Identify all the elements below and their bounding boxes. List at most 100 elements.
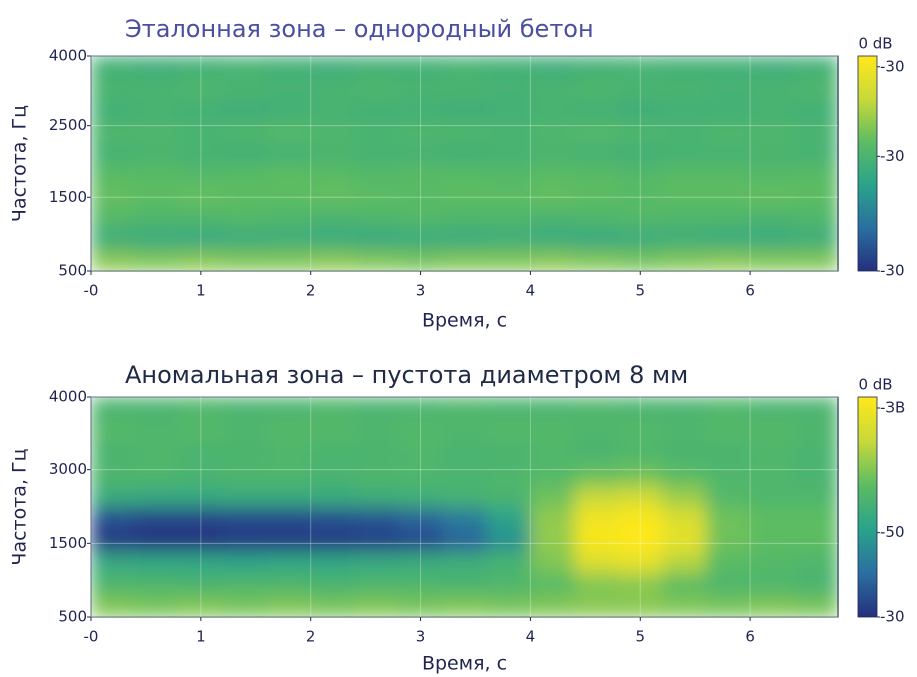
heatmap-cell: [706, 463, 751, 486]
heatmap-cell: [486, 78, 531, 100]
heatmap-cell: [443, 507, 488, 530]
heatmap-cell: [267, 56, 312, 78]
x-tick-label: 1: [196, 628, 206, 646]
heatmap-cell: [530, 121, 575, 143]
heatmap-cell: [574, 463, 619, 486]
heatmap-cell: [91, 529, 136, 552]
heatmap-cell: [223, 573, 268, 596]
heatmap-cell: [355, 463, 400, 486]
heatmap-cell: [486, 228, 531, 250]
heatmap-cell: [135, 56, 180, 78]
heatmap-cell: [223, 485, 268, 508]
colorbar: [858, 397, 877, 617]
heatmap-cell: [267, 207, 312, 229]
heatmap-cell: [311, 441, 356, 464]
heatmap-cell: [706, 164, 751, 186]
heatmap-cell: [135, 485, 180, 508]
x-tick-label: 2: [306, 282, 316, 300]
heatmap-cell: [135, 507, 180, 530]
heatmap-cell: [750, 164, 795, 186]
heatmap-cell: [530, 485, 575, 508]
heatmap-cell: [794, 78, 839, 100]
heatmap-cell: [311, 397, 356, 420]
heatmap-cell: [135, 185, 180, 207]
heatmap-cell: [662, 419, 707, 442]
heatmap-cell: [91, 99, 136, 121]
heatmap-cell: [223, 507, 268, 530]
heatmap-cell: [267, 78, 312, 100]
heatmap-cell: [662, 250, 707, 272]
heatmap-cell: [574, 551, 619, 574]
heatmap-cell: [574, 164, 619, 186]
heatmap-cell: [135, 164, 180, 186]
heatmap-cell: [355, 99, 400, 121]
heatmap-cell: [530, 551, 575, 574]
heatmap-cell: [223, 99, 268, 121]
heatmap-cell: [267, 595, 312, 618]
y-tick-label: 1500: [49, 188, 87, 206]
heatmap-cell: [267, 164, 312, 186]
heatmap-cell: [486, 529, 531, 552]
heatmap-cell: [267, 529, 312, 552]
heatmap-cell: [355, 121, 400, 143]
heatmap-cell: [355, 250, 400, 272]
heatmap-cell: [706, 250, 751, 272]
heatmap-cell: [750, 397, 795, 420]
heatmap-cell: [794, 164, 839, 186]
heatmap-cell: [223, 164, 268, 186]
heatmap-cell: [530, 573, 575, 596]
heatmap-cell: [794, 185, 839, 207]
heatmap-cell: [706, 397, 751, 420]
x-tick-label: 2: [306, 628, 316, 646]
heatmap-cell: [530, 595, 575, 618]
heatmap-cell: [223, 441, 268, 464]
heatmap-cell: [91, 507, 136, 530]
heatmap-cell: [530, 185, 575, 207]
x-tick-label: -0: [84, 628, 99, 646]
heatmap-cell: [135, 551, 180, 574]
heatmap-cell: [443, 529, 488, 552]
heatmap-cell: [706, 78, 751, 100]
heatmap-cell: [574, 595, 619, 618]
heatmap-cell: [574, 56, 619, 78]
heatmap-cell: [706, 529, 751, 552]
heatmap-cell: [443, 250, 488, 272]
heatmap-cell: [91, 78, 136, 100]
colorbar-tick-label: -30: [880, 608, 905, 626]
heatmap-cell: [223, 228, 268, 250]
heatmap-cell: [135, 228, 180, 250]
heatmap-cell: [223, 463, 268, 486]
heatmap-cell: [794, 99, 839, 121]
heatmap-cell: [311, 185, 356, 207]
heatmap-cell: [355, 507, 400, 530]
heatmap-cell: [443, 551, 488, 574]
heatmap-cell: [311, 207, 356, 229]
heatmap-cell: [223, 419, 268, 442]
heatmap-cell: [750, 250, 795, 272]
heatmap-cell: [750, 78, 795, 100]
heatmap-cell: [311, 142, 356, 164]
heatmap-cell: [443, 56, 488, 78]
heatmap-cell: [135, 78, 180, 100]
x-tick-label: -0: [84, 282, 99, 300]
heatmap-cell: [750, 441, 795, 464]
heatmap-cell: [530, 441, 575, 464]
heatmap-cell: [530, 78, 575, 100]
y-tick-label: 4000: [49, 47, 87, 65]
heatmap-cell: [750, 99, 795, 121]
heatmap-cell: [794, 419, 839, 442]
heatmap: [91, 56, 839, 272]
heatmap-cell: [794, 573, 839, 596]
heatmap-cell: [574, 121, 619, 143]
heatmap-cell: [311, 419, 356, 442]
heatmap-cell: [530, 228, 575, 250]
heatmap-cell: [706, 228, 751, 250]
heatmap-cell: [662, 78, 707, 100]
heatmap-cell: [443, 207, 488, 229]
heatmap-cell: [267, 507, 312, 530]
x-tick-label: 4: [526, 282, 536, 300]
heatmap-cell: [750, 185, 795, 207]
heatmap-cell: [355, 78, 400, 100]
x-tick-label: 5: [635, 628, 645, 646]
heatmap-cell: [223, 78, 268, 100]
